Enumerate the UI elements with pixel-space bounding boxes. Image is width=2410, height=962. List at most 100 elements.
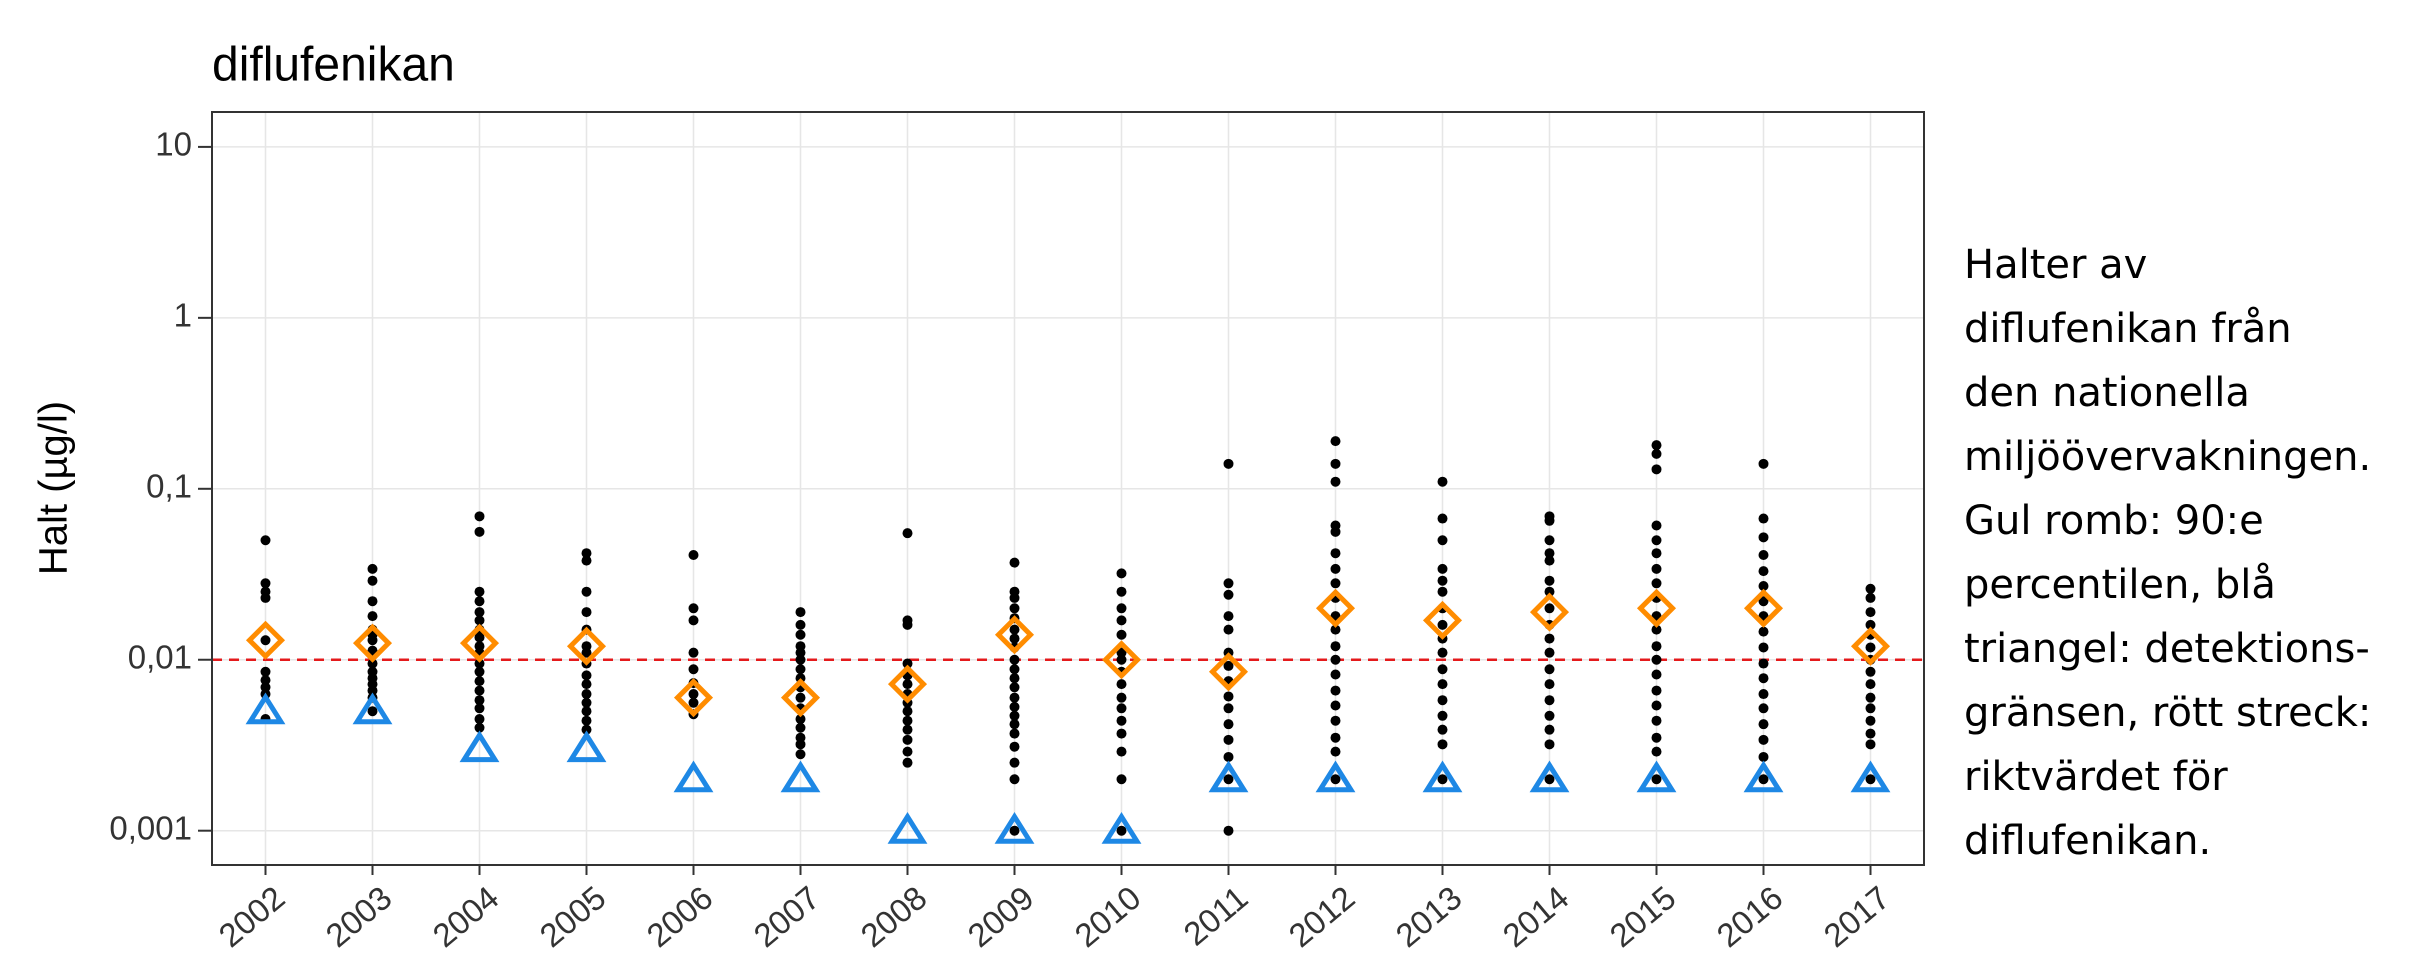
sample-point — [474, 695, 485, 706]
p90-diamond — [994, 615, 1035, 655]
sample-point — [688, 603, 699, 614]
sample-point — [1865, 666, 1876, 677]
p90-diamond — [1422, 600, 1463, 640]
sample-point — [795, 654, 806, 665]
sample-point — [1116, 715, 1127, 726]
caption-line: den nationella — [1964, 370, 2250, 416]
detection-triangle — [887, 811, 928, 844]
p90-diamond — [1529, 592, 1570, 632]
sample-point — [1330, 458, 1341, 469]
sample-point — [1758, 581, 1769, 592]
sample-point — [1758, 734, 1769, 745]
p90-diamond — [780, 678, 821, 718]
sample-point — [474, 586, 485, 597]
sample-point — [1758, 658, 1769, 669]
sample-point — [1009, 710, 1020, 721]
sample-point — [1116, 568, 1127, 579]
sample-point — [1437, 513, 1448, 524]
p90-diamond — [245, 620, 286, 660]
sample-point — [1116, 647, 1127, 658]
sample-point — [1544, 774, 1555, 785]
sample-point — [1009, 682, 1020, 693]
p90-diamond — [459, 623, 500, 663]
sample-point — [1437, 476, 1448, 487]
p90-diamond — [673, 678, 714, 718]
sample-point — [1330, 700, 1341, 711]
sample-point — [1116, 615, 1127, 626]
sample-point — [474, 676, 485, 687]
sample-point — [1865, 607, 1876, 618]
sample-point — [688, 549, 699, 560]
sample-point — [1758, 513, 1769, 524]
sample-point — [1544, 679, 1555, 690]
sample-point — [1865, 739, 1876, 750]
sample-point — [1223, 825, 1234, 836]
sample-point — [1865, 692, 1876, 703]
sample-point — [1651, 578, 1662, 589]
p90-diamond — [566, 626, 607, 666]
sample-point — [1544, 724, 1555, 735]
sample-point — [1330, 774, 1341, 785]
sample-point — [1437, 724, 1448, 735]
sample-point — [1009, 728, 1020, 739]
sample-point — [1437, 774, 1448, 785]
sample-point — [581, 715, 592, 726]
sample-point — [1544, 633, 1555, 644]
x-tick-label: 2014 — [1496, 879, 1576, 955]
sample-point — [1651, 520, 1662, 531]
caption-line: diflufenikan. — [1964, 818, 2211, 864]
sample-point — [1758, 689, 1769, 700]
p90-diamond — [1315, 588, 1356, 628]
sample-point — [902, 734, 913, 745]
sample-point — [1544, 555, 1555, 566]
sample-point — [1437, 586, 1448, 597]
sample-point — [1651, 685, 1662, 696]
sample-point — [902, 746, 913, 757]
sample-point — [902, 715, 913, 726]
sample-point — [367, 575, 378, 586]
sample-point — [1651, 654, 1662, 665]
detection-triangle — [566, 730, 607, 763]
sample-point — [1758, 626, 1769, 637]
detection-triangle — [1636, 760, 1677, 793]
sample-point — [1009, 701, 1020, 712]
y-tick-label: 0,001 — [109, 809, 192, 846]
sample-point — [1009, 557, 1020, 568]
detection-triangle — [994, 811, 1035, 844]
sample-point — [795, 714, 806, 725]
sample-point — [1009, 673, 1020, 684]
sample-point — [1116, 654, 1127, 665]
detection-triangle — [780, 760, 821, 793]
caption: Halter av diflufenikan från den nationella… — [1964, 242, 2371, 864]
sample-point — [581, 724, 592, 735]
sample-point — [474, 658, 485, 669]
p90-diamond — [352, 623, 393, 663]
sample-point — [1223, 624, 1234, 635]
sample-point — [795, 722, 806, 733]
detection-triangle — [1743, 760, 1784, 793]
y-tick-label: 1 — [174, 297, 192, 334]
caption-line: Halter av — [1964, 242, 2147, 288]
sample-point — [1651, 535, 1662, 546]
plot-border — [211, 111, 1925, 866]
sample-point — [1009, 603, 1020, 614]
sample-point — [1544, 710, 1555, 721]
x-tick-label: 2010 — [1068, 879, 1148, 955]
sample-point — [1009, 633, 1020, 644]
sample-point — [1865, 728, 1876, 739]
detection-triangle — [1422, 760, 1463, 793]
p90-diamond — [1208, 652, 1249, 692]
sample-point — [474, 511, 485, 522]
sample-point — [1330, 563, 1341, 574]
sample-point — [581, 670, 592, 681]
sample-point — [1437, 619, 1448, 630]
sample-point — [1758, 532, 1769, 543]
sample-point — [1116, 603, 1127, 614]
sample-point — [1330, 732, 1341, 743]
sample-point — [1651, 448, 1662, 459]
sample-point — [367, 596, 378, 607]
sample-point — [1437, 664, 1448, 675]
detection-triangle — [459, 730, 500, 763]
